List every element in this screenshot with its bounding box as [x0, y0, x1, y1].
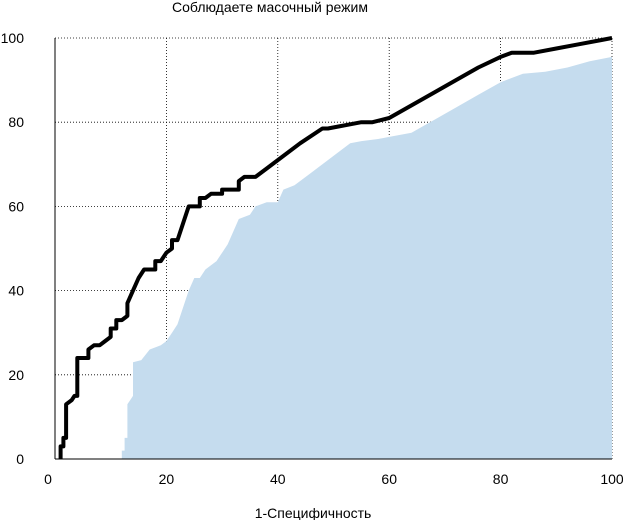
x-tick-label: 40: [270, 471, 286, 487]
area-series: [121, 56, 613, 460]
y-tick-label: 40: [8, 283, 24, 299]
x-tick-label: 60: [381, 471, 397, 487]
y-tick-label: 20: [8, 367, 24, 383]
x-tick-label: 80: [493, 471, 509, 487]
y-tick-label: 0: [16, 451, 24, 467]
chart-title: Соблюдаете масочный режим: [172, 0, 368, 15]
y-tick-label: 100: [1, 30, 25, 46]
x-axis-label: 1-Специфичность: [255, 505, 372, 520]
x-tick-label: 0: [44, 471, 52, 487]
y-tick-label: 60: [8, 198, 24, 214]
roc-line: [58, 36, 613, 459]
y-tick-labels: 0 20 40 60 80 100: [1, 30, 25, 467]
x-tick-labels: 0 20 40 60 80 100: [44, 471, 623, 487]
y-tick-label: 80: [8, 114, 24, 130]
x-tick-label: 100: [600, 471, 623, 487]
plot-area: [54, 36, 613, 460]
axes: [54, 38, 612, 460]
x-tick-label: 20: [159, 471, 175, 487]
